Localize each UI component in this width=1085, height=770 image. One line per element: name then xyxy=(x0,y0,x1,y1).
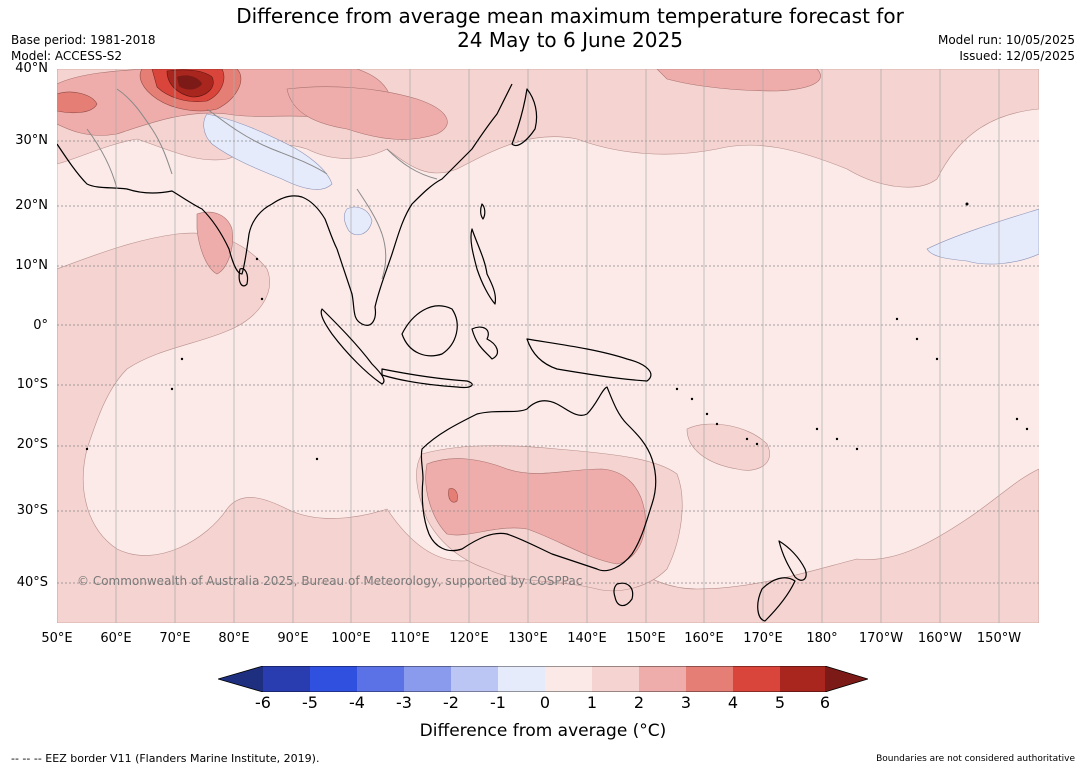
lon-label-150e: 150°E xyxy=(626,631,666,646)
colorbar-tick-0: 0 xyxy=(539,693,551,712)
lon-label-180: 180° xyxy=(806,631,838,646)
colorbar-segment-0-1 xyxy=(545,666,592,692)
colorbar-low-arrow xyxy=(218,666,263,692)
lat-label-30n: 30°N xyxy=(15,133,48,148)
coast-taiwan xyxy=(480,203,486,220)
colorbar-segment-5-6 xyxy=(780,666,825,692)
colorbar-label: Difference from average (°C) xyxy=(419,721,667,741)
anomaly-band-3-4-iran xyxy=(57,91,98,114)
lon-label-50e: 50°E xyxy=(41,631,73,646)
lon-label-120e: 120°E xyxy=(449,631,489,646)
anomaly-band-2-3-china xyxy=(286,86,448,140)
colorbar-tick-1: 1 xyxy=(586,693,598,712)
coast-new-zealand-south xyxy=(757,577,796,622)
anomaly-band-1-2-east xyxy=(686,423,770,471)
coast-sumatra xyxy=(320,308,385,385)
colorbar-segment-neg6-neg5 xyxy=(263,666,310,692)
eez-border-legend: -- -- -- EEZ border V11 (Flanders Marine… xyxy=(11,752,320,765)
colorbar-tick-4: 4 xyxy=(727,693,739,712)
lat-label-40n: 40°N xyxy=(15,61,48,76)
colorbar-tick-neg4: -4 xyxy=(349,693,365,712)
lon-label-80e: 80°E xyxy=(218,631,250,646)
metadata-right: Model run: 10/05/2025 Issued: 12/05/2025 xyxy=(938,32,1075,64)
colorbar-tick-6: 6 xyxy=(819,693,831,712)
colorbar-tick-neg5: -5 xyxy=(302,693,318,712)
lat-label-equator: 0° xyxy=(33,318,48,333)
meridians xyxy=(57,69,1000,623)
colorbar-segment-neg3-neg2 xyxy=(404,666,451,692)
lon-label-60e: 60°E xyxy=(100,631,132,646)
coast-sri-lanka xyxy=(238,268,249,287)
colorbar-segment-neg1-0 xyxy=(498,666,545,692)
colorbar-segment-neg2-neg1 xyxy=(451,666,498,692)
coast-java xyxy=(381,368,473,389)
colorbar-high-arrow xyxy=(825,666,868,692)
colorbar-tick-3: 3 xyxy=(680,693,692,712)
coast-new-zealand-north xyxy=(778,540,807,581)
lon-label-160e: 160°E xyxy=(684,631,724,646)
coast-arabia-india xyxy=(57,143,338,275)
colorbar-segment-4-5 xyxy=(733,666,780,692)
model-run: Model run: 10/05/2025 xyxy=(937,33,1075,47)
lon-label-150w: 150°W xyxy=(976,631,1022,646)
lon-label-160w: 160°W xyxy=(917,631,963,646)
lat-label-20s: 20°S xyxy=(16,437,48,452)
coast-indochina xyxy=(336,83,513,326)
anomaly-band-1-2-west-ocean xyxy=(57,232,1039,623)
lon-label-130e: 130°E xyxy=(508,631,548,646)
coast-japan xyxy=(511,88,538,147)
lon-label-140e: 140°E xyxy=(567,631,607,646)
colorbar-tick-2: 2 xyxy=(633,693,645,712)
coast-sulawesi xyxy=(471,326,499,360)
colorbar-segment-2-3 xyxy=(639,666,686,692)
lon-label-100e: 100°E xyxy=(331,631,371,646)
title-line-2: 24 May to 6 June 2025 xyxy=(457,28,683,52)
anomaly-band-3-4-wa xyxy=(448,488,458,503)
lat-label-20n: 20°N xyxy=(15,198,48,213)
lat-label-30s: 30°S xyxy=(16,503,48,518)
lon-label-110e: 110°E xyxy=(390,631,430,646)
colorbar-tick-neg1: -1 xyxy=(490,693,506,712)
colorbar-segment-neg4-neg3 xyxy=(357,666,404,692)
colorbar-segment-neg5-neg4 xyxy=(310,666,357,692)
coast-new-guinea xyxy=(526,338,652,382)
lon-label-90e: 90°E xyxy=(277,631,309,646)
lon-label-170e: 170°E xyxy=(743,631,783,646)
base-period: Base period: 1981-2018 xyxy=(11,33,156,47)
model-name: Model: ACCESS-S2 xyxy=(11,49,123,63)
coast-borneo xyxy=(401,305,458,357)
colorbar-tick-neg6: -6 xyxy=(255,693,271,712)
coast-australia xyxy=(420,386,657,572)
lon-label-70e: 70°E xyxy=(159,631,191,646)
country-borders xyxy=(86,88,438,280)
anomaly-band-6-plus xyxy=(177,75,202,90)
anomaly-band-2-3-pacific-ne xyxy=(656,69,821,92)
colorbar-tick-neg2: -2 xyxy=(443,693,459,712)
coast-philippines xyxy=(470,228,497,305)
anomaly-band-neg-1-0-pacific xyxy=(926,208,1039,265)
lon-label-170w: 170°W xyxy=(858,631,904,646)
temperature-anomaly-map xyxy=(57,69,1039,623)
map-title: Difference from average mean maximum tem… xyxy=(170,4,970,52)
anomaly-band-2-3-india xyxy=(196,211,233,275)
colorbar-tick-5: 5 xyxy=(774,693,786,712)
coast-tasmania xyxy=(613,582,634,607)
colorbar-tick-neg3: -3 xyxy=(396,693,412,712)
colorbar-segment-1-2 xyxy=(592,666,639,692)
pacific-islands xyxy=(85,202,1029,461)
map-canvas xyxy=(57,69,1039,623)
lat-label-40s: 40°S xyxy=(16,575,48,590)
coastlines xyxy=(57,83,807,622)
copyright-notice: © Commonwealth of Australia 2025, Bureau… xyxy=(77,574,583,588)
colorbar-segment-3-4 xyxy=(686,666,733,692)
metadata-left: Base period: 1981-2018 Model: ACCESS-S2 xyxy=(11,32,156,64)
lat-label-10n: 10°N xyxy=(15,258,48,273)
anomaly-band-2-3-australia xyxy=(425,458,646,565)
title-line-1: Difference from average mean maximum tem… xyxy=(236,4,904,28)
colorbar xyxy=(218,666,868,692)
boundaries-disclaimer: Boundaries are not considered authoritat… xyxy=(876,754,1075,764)
issued-date: Issued: 12/05/2025 xyxy=(959,49,1075,63)
anomaly-band-neg-1-0-tibet xyxy=(203,113,333,190)
lat-label-10s: 10°S xyxy=(16,377,48,392)
